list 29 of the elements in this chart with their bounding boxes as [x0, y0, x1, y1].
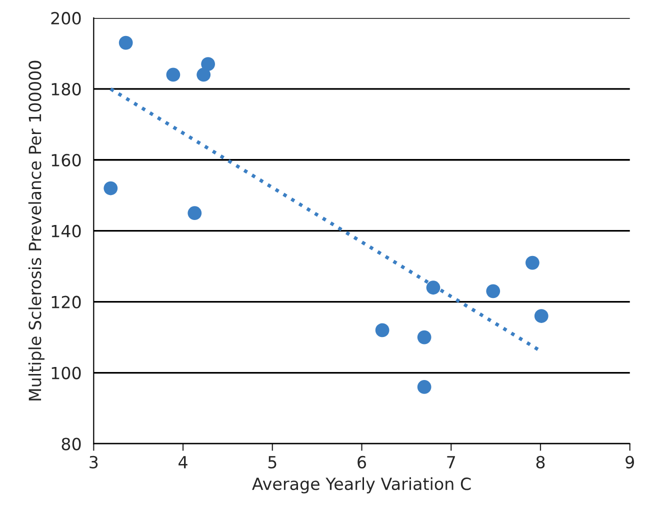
point	[426, 280, 440, 295]
point	[486, 284, 500, 298]
point	[417, 330, 432, 344]
x-tick-label: 4	[178, 456, 188, 468]
point	[104, 181, 118, 196]
y-tick-label: 80	[62, 438, 81, 450]
x-tick-label: 6	[358, 456, 366, 468]
x-tick-label: 8	[536, 456, 545, 468]
x-axis-title: Average Yearly Variation C	[252, 477, 471, 494]
point	[417, 380, 432, 394]
point	[118, 36, 133, 50]
y-tick-label: 100	[52, 366, 81, 380]
point	[166, 68, 180, 82]
y-tick-label: 140	[52, 224, 81, 238]
x-tick-label: 7	[447, 456, 455, 468]
x-tick-label: 3	[90, 456, 98, 468]
point	[196, 68, 211, 82]
point	[201, 57, 215, 72]
y-tick-label: 200	[51, 12, 81, 25]
y-tick-label: 160	[52, 154, 81, 166]
point	[534, 309, 548, 323]
point	[188, 206, 202, 220]
y-tick-label: 120	[52, 296, 81, 308]
x-tick-label: 9	[626, 456, 634, 468]
point	[375, 323, 390, 338]
y-tick-label: 180	[52, 82, 81, 96]
x-tick-label: 5	[268, 456, 276, 468]
point	[526, 256, 540, 270]
y-axis-title: Multiple Sclerosis Prevelance Per 100000	[28, 60, 44, 400]
